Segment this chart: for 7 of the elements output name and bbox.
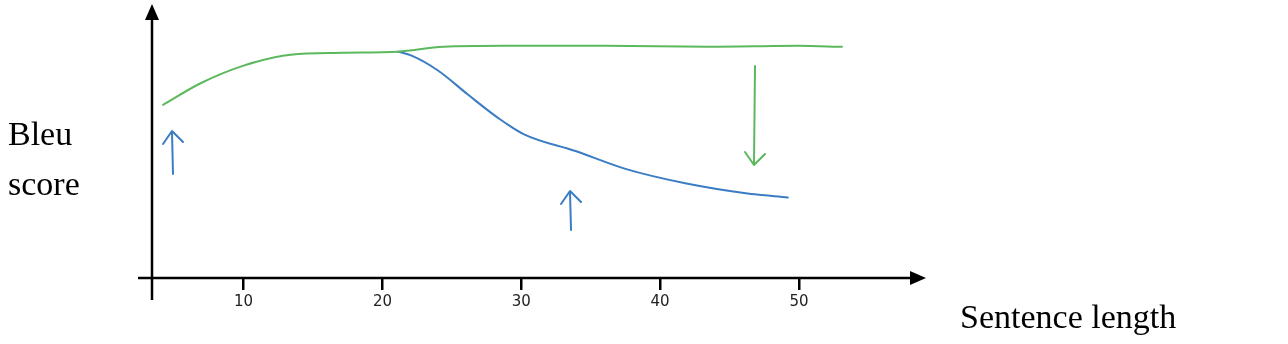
x-tick-label: 30 (511, 291, 531, 310)
x-tick-label: 50 (789, 291, 809, 310)
x-tick-label: 40 (650, 291, 670, 310)
x-tick-label: 20 (372, 291, 392, 310)
x-axis-title: Sentence length (960, 298, 1177, 335)
y-axis-title: Bleu score (8, 115, 80, 202)
x-tick-label: 10 (234, 291, 254, 310)
